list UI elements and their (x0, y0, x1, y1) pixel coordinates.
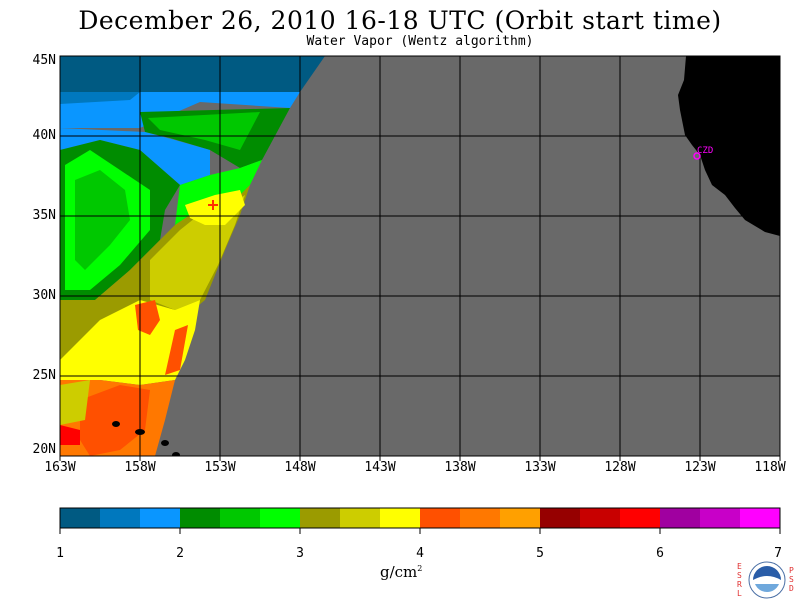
colorbar-label-6: 6 (656, 546, 664, 561)
colorbar-label-5: 5 (536, 546, 544, 561)
lon-tick-163w: 163W (44, 460, 76, 475)
lon-tick-148w: 148W (284, 460, 316, 475)
lon-tick-138w: 138W (444, 460, 476, 475)
colorbar-label-4: 4 (416, 546, 424, 561)
lon-tick-153w: 153W (204, 460, 236, 475)
lat-tick-35n: 35N (32, 208, 56, 223)
colorbar-swatch (60, 508, 100, 528)
land-mass (112, 56, 780, 456)
colorbar-units: g/cm2 (380, 563, 423, 581)
colorbar-label-3: 3 (296, 546, 304, 561)
lon-tick-133w: 133W (524, 460, 556, 475)
colorbar-swatch (420, 508, 460, 528)
data-swath (60, 56, 325, 456)
colorbar-swatch (500, 508, 540, 528)
colorbar-swatch (140, 508, 180, 528)
colorbar-swatch (260, 508, 300, 528)
colorbar-swatch (100, 508, 140, 528)
lat-tick-40n: 40N (32, 128, 56, 143)
colorbar-label-2: 2 (176, 546, 184, 561)
colorbar-swatch (340, 508, 380, 528)
colorbar-label-1: 1 (56, 546, 64, 561)
colorbar-swatch (540, 508, 580, 528)
colorbar-label-7: 7 (774, 546, 782, 561)
lon-tick-143w: 143W (364, 460, 396, 475)
lon-tick-118w: 118W (754, 460, 786, 475)
colorbar-swatch (580, 508, 620, 528)
colorbar (59, 508, 781, 534)
lat-tick-30n: 30N (32, 288, 56, 303)
colorbar-swatch (300, 508, 340, 528)
map-grid (60, 56, 780, 456)
colorbar-swatch (380, 508, 420, 528)
colorbar-swatch (620, 508, 660, 528)
marker-cross (208, 200, 218, 210)
colorbar-swatch (460, 508, 500, 528)
colorbar-swatch (660, 508, 700, 528)
chart-subtitle: Water Vapor (Wentz algorithm) (306, 34, 534, 49)
lon-tick-128w: 128W (604, 460, 636, 475)
colorbar-frame (59, 507, 781, 529)
colorbar-swatch (700, 508, 740, 528)
lat-tick-20n: 20N (32, 442, 56, 457)
lon-tick-123w: 123W (684, 460, 716, 475)
lat-tick-45n: 45N (32, 53, 56, 68)
colorbar-swatch (220, 508, 260, 528)
noaa-emblem-icon (748, 561, 786, 599)
colorbar-swatch (740, 508, 780, 528)
lon-tick-158w: 158W (124, 460, 156, 475)
map-frame (59, 55, 781, 457)
chart-title: December 26, 2010 16-18 UTC (Orbit start… (78, 6, 722, 35)
station-label: CZD (697, 146, 714, 156)
lat-tick-25n: 25N (32, 368, 56, 383)
station-marker (693, 152, 701, 160)
colorbar-swatch (180, 508, 220, 528)
